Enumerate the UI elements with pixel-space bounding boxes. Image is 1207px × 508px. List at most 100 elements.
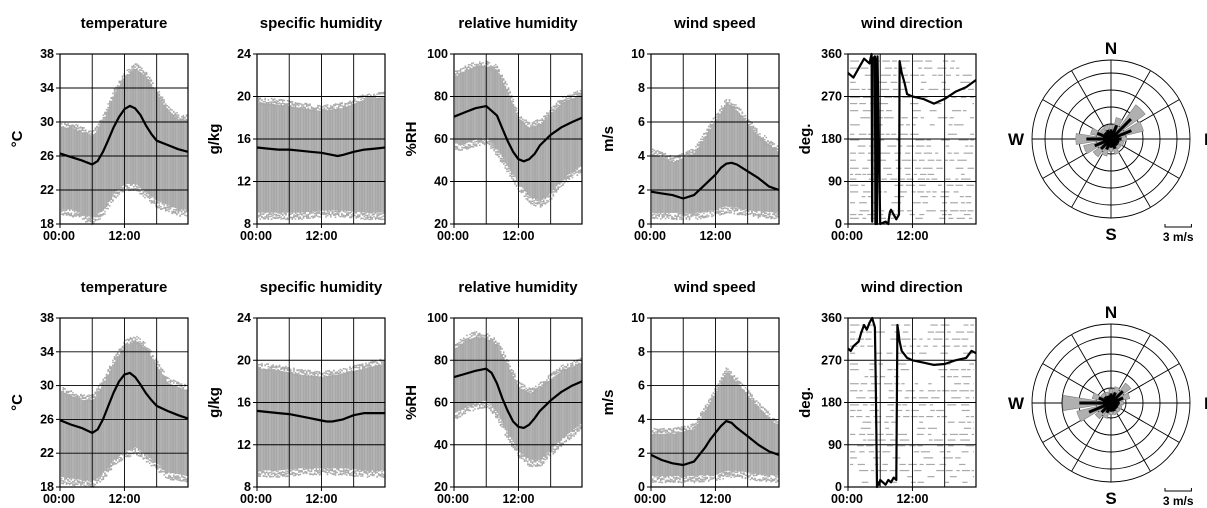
envelope-dot	[456, 148, 459, 150]
envelope-dot	[259, 214, 262, 217]
envelope-dot	[560, 185, 563, 187]
envelope-dot	[700, 141, 702, 143]
envelope-dot	[152, 459, 154, 462]
envelope-dot	[743, 115, 745, 117]
envelope-dot	[150, 79, 153, 82]
envelope-column	[97, 127, 100, 214]
envelope-dot	[360, 369, 362, 372]
envelope-dot	[77, 481, 79, 483]
y-tick-label: 2	[638, 183, 645, 197]
envelope-column	[126, 75, 129, 184]
envelope-dot	[370, 470, 372, 473]
envelope-dot	[382, 92, 385, 95]
envelope-dot	[346, 214, 348, 217]
envelope-column	[101, 122, 103, 212]
envelope-dot	[182, 386, 185, 389]
envelope-dot	[461, 143, 463, 146]
envelope-dot	[174, 112, 177, 115]
envelope-dot	[78, 130, 81, 133]
envelope-dot	[306, 472, 308, 474]
envelope-dot	[563, 181, 566, 184]
envelope-column	[299, 374, 302, 469]
envelope-dot	[660, 212, 662, 215]
envelope-dot	[112, 464, 114, 466]
envelope-dot	[185, 115, 188, 117]
envelope-dot	[354, 98, 356, 101]
envelope-dot	[301, 103, 303, 106]
envelope-dot	[78, 129, 81, 132]
envelope-dot	[487, 141, 489, 143]
envelope-column	[173, 115, 175, 208]
envelope-dot	[302, 370, 305, 372]
envelope-dot	[298, 214, 300, 216]
envelope-dot	[382, 218, 385, 220]
envelope-dot	[129, 184, 132, 187]
envelope-dot	[656, 212, 659, 214]
envelope-dot	[121, 78, 124, 81]
envelope-dot	[741, 208, 744, 211]
envelope-column	[458, 346, 460, 411]
envelope-dot	[165, 376, 167, 378]
envelope-dot	[688, 218, 691, 221]
envelope-dot	[267, 104, 270, 106]
envelope-dot	[107, 109, 109, 111]
envelope-dot	[129, 455, 132, 457]
envelope-dot	[341, 105, 343, 107]
envelope-dot	[301, 213, 303, 215]
envelope-dot	[293, 104, 295, 107]
x-tick-label: 00:00	[43, 492, 75, 506]
envelope-column	[571, 98, 574, 172]
envelope-dot	[370, 364, 372, 367]
envelope-dot	[336, 467, 338, 470]
envelope-dot	[126, 185, 129, 187]
envelope-dot	[107, 468, 109, 471]
envelope-dot	[302, 216, 305, 218]
envelope-dot	[77, 127, 79, 130]
envelope-dot	[113, 357, 116, 359]
envelope-dot	[298, 104, 300, 107]
y-tick-label: 20	[237, 90, 251, 104]
envelope-dot	[169, 383, 172, 386]
y-tick-label: 24	[237, 311, 251, 325]
envelope-dot	[499, 159, 502, 162]
envelope-dot	[117, 192, 119, 194]
envelope-column	[475, 66, 478, 140]
envelope-dot	[315, 370, 318, 373]
y-tick-label: 18	[40, 217, 54, 231]
envelope-dot	[139, 192, 141, 195]
envelope-dot	[88, 480, 90, 482]
envelope-dot	[680, 214, 683, 217]
envelope-dot	[488, 335, 491, 337]
envelope-dot	[302, 217, 305, 219]
envelope-dot	[117, 356, 119, 358]
envelope-dot	[520, 190, 523, 193]
envelope-dot	[160, 370, 162, 373]
envelope-dot	[571, 174, 574, 177]
envelope-dot	[104, 381, 106, 383]
envelope-dot	[562, 179, 564, 181]
envelope-dot	[759, 137, 761, 139]
envelope-dot	[94, 219, 97, 222]
envelope-dot	[184, 212, 186, 214]
envelope-dot	[171, 210, 173, 213]
envelope-dot	[293, 369, 295, 371]
envelope-dot	[64, 477, 66, 479]
envelope-dot	[347, 213, 350, 215]
envelope-dot	[459, 68, 462, 71]
envelope-dot	[724, 211, 726, 214]
envelope-dot	[83, 479, 85, 481]
envelope-dot	[538, 123, 540, 126]
envelope-dot	[325, 213, 327, 215]
envelope-column	[653, 154, 656, 213]
envelope-dot	[176, 477, 178, 480]
envelope-dot	[283, 369, 286, 371]
envelope-column	[751, 127, 753, 211]
envelope-dot	[536, 121, 539, 124]
envelope-dot	[147, 76, 149, 78]
envelope-dot	[339, 103, 342, 106]
envelope-dot	[185, 114, 188, 116]
envelope-dot	[291, 212, 294, 214]
envelope-column	[511, 100, 513, 173]
envelope-dot	[304, 374, 306, 376]
envelope-dot	[459, 338, 462, 341]
